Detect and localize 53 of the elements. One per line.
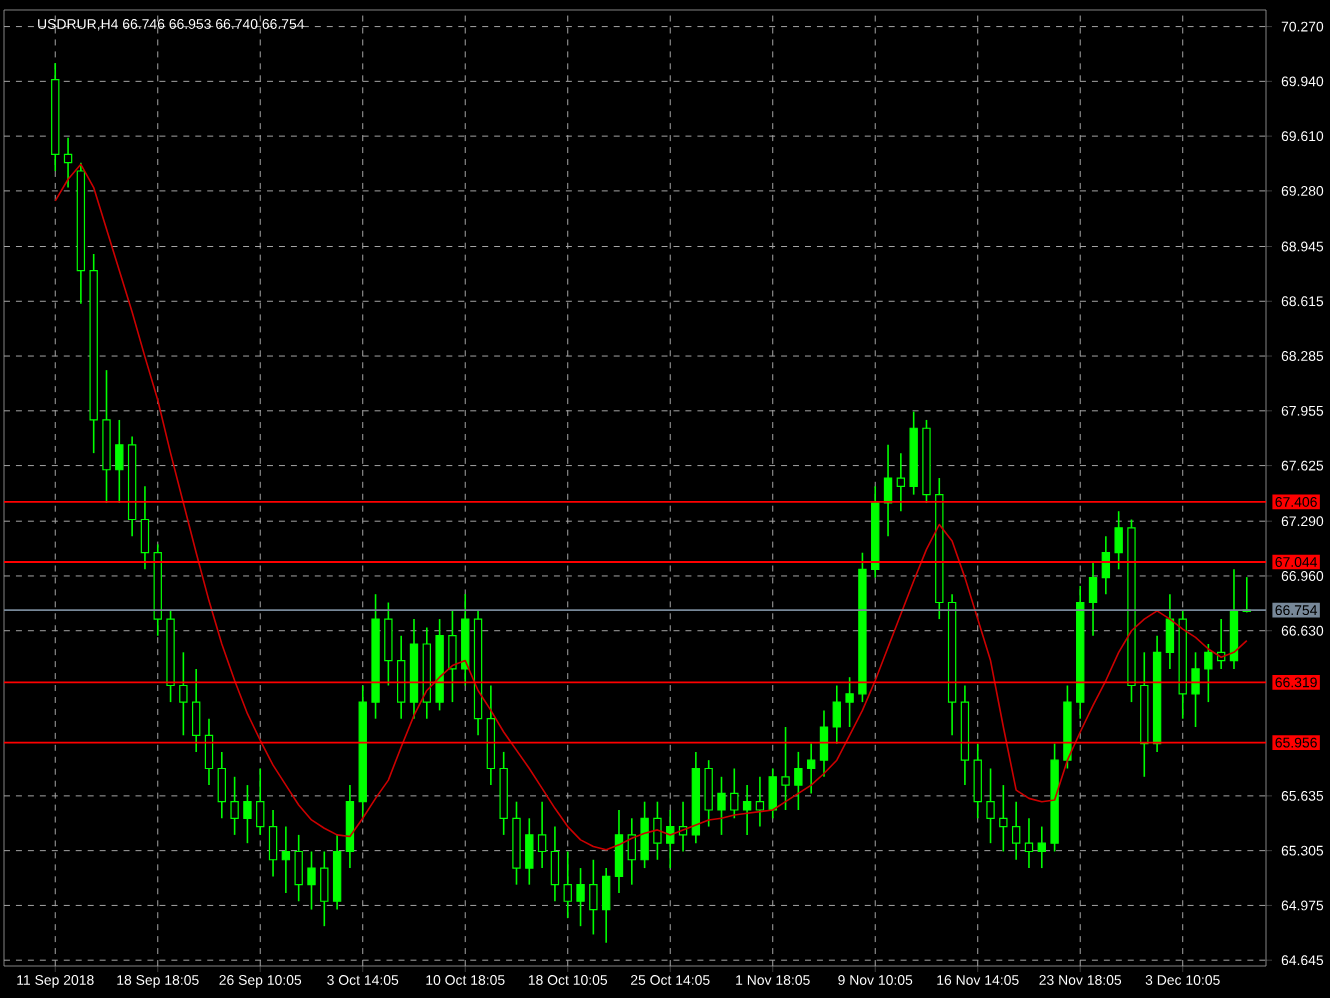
candlestick: [307, 850, 316, 911]
candlestick: [845, 676, 854, 728]
candlestick: [819, 709, 829, 778]
candlestick: [563, 850, 572, 919]
candlestick: [294, 834, 303, 903]
candlestick: [1165, 593, 1175, 670]
candlestick: [1204, 643, 1213, 703]
candlestick: [448, 610, 457, 703]
candlestick: [140, 485, 150, 571]
candlestick: [230, 775, 239, 836]
candlestick: [742, 784, 752, 836]
candlestick: [589, 858, 598, 936]
candlestick: [191, 668, 201, 753]
candlestick: [1037, 825, 1046, 869]
candlestick: [576, 867, 585, 927]
candlestick: [550, 825, 560, 903]
candlestick: [832, 684, 841, 745]
candlestick: [986, 767, 995, 844]
candlestick: [883, 444, 893, 537]
candlestick: [256, 767, 265, 836]
candlestick: [1114, 510, 1123, 571]
candlestick: [525, 817, 534, 886]
candlestick: [794, 751, 803, 811]
candlestick: [268, 809, 278, 878]
candlestick: [281, 825, 291, 894]
candlestick: [768, 767, 777, 820]
candlestick: [537, 800, 547, 869]
candlestick: [1088, 560, 1098, 637]
candlestick: [614, 809, 624, 894]
candlestick: [179, 651, 188, 737]
candlestick: [396, 634, 406, 720]
candlestick: [243, 784, 252, 844]
candlestick: [1011, 800, 1021, 861]
candlestick: [640, 800, 649, 869]
candlestick: [1191, 651, 1200, 728]
candlestick: [384, 601, 393, 687]
candlestick: [896, 452, 906, 513]
candlestick: [999, 784, 1008, 853]
candlestick: [704, 759, 713, 828]
candlestick: [1024, 817, 1034, 869]
candlestick: [973, 742, 982, 820]
candlestick: [781, 726, 790, 811]
candlestick: [806, 742, 816, 795]
candlestick: [204, 717, 214, 786]
candlestick: [653, 800, 662, 861]
candlestick: [755, 775, 765, 828]
candlestick: [217, 751, 226, 820]
candlestick: [601, 867, 611, 944]
candlestick: [63, 136, 73, 189]
candlestick: [115, 419, 124, 504]
candlestick: [730, 767, 739, 820]
candlestick: [717, 775, 726, 836]
candlestick: [320, 850, 329, 927]
